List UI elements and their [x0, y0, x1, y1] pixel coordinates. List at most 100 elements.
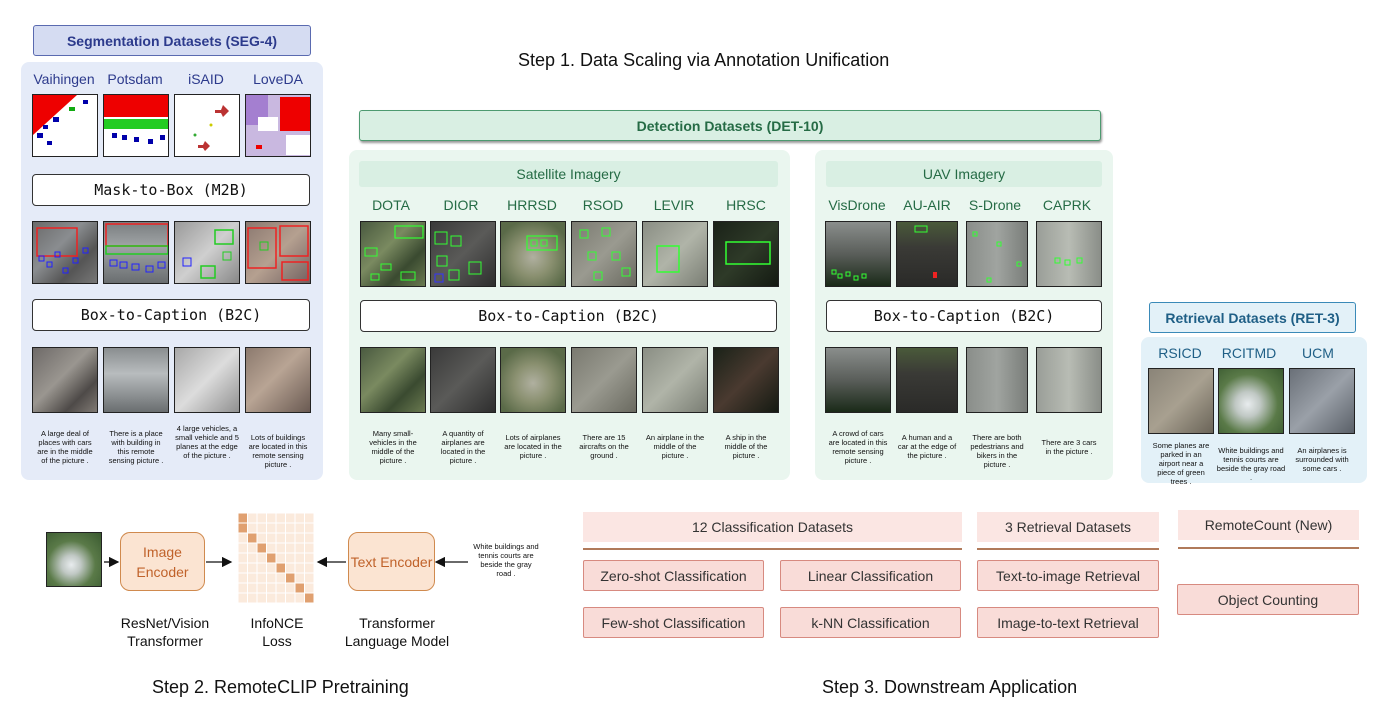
ret-photo-rcitmd: [1218, 368, 1284, 434]
matrix-cell: [257, 573, 266, 583]
matrix-cell: [286, 543, 295, 553]
text-to-image-retrieval: Text-to-image Retrieval: [977, 560, 1159, 591]
matrix-cell: [286, 513, 295, 523]
segmentation-title-text: Segmentation Datasets (SEG-4): [66, 32, 278, 49]
knn-label: k-NN Classification: [811, 614, 930, 631]
mask-to-box-label: Mask-to-Box (M2B): [94, 181, 248, 199]
uav-caption-caprk: There are 3 cars in the picture .: [1041, 438, 1097, 456]
matrix-cell: [238, 553, 247, 563]
zero-shot-label: Zero-shot Classification: [600, 567, 747, 584]
seg-photo-isaid: [174, 347, 240, 413]
sat-caption-hrsc: A ship in the middle of the picture .: [724, 433, 768, 460]
uav-title: UAV Imagery: [826, 161, 1102, 187]
matrix-cell: [257, 553, 266, 563]
matrix-cell: [276, 543, 285, 553]
sat-caption-hrrsd: Lots of airplanes are located in the pic…: [504, 433, 562, 460]
sat-caption-dota: Many small-vehicles in the middle of the…: [369, 429, 417, 465]
sat-photo-dior: [430, 347, 496, 413]
sat-dataset-levir: LEVIR: [653, 197, 695, 213]
matrix-cell: [305, 583, 314, 593]
sat-box-to-caption-step: Box-to-Caption (B2C): [360, 300, 777, 332]
mask-to-box-step: Mask-to-Box (M2B): [32, 174, 310, 206]
matrix-cell: [238, 583, 247, 593]
ret-caption-ucm: An airplanes is surrounded with some car…: [1295, 446, 1349, 473]
image-encoder-subtitle: ResNet/Vision Transformer: [120, 615, 210, 649]
uav-box-caprk: [1036, 221, 1102, 287]
seg-photo-vaihingen: [32, 347, 98, 413]
text-encoder-subtitle: Transformer Language Model: [344, 615, 450, 649]
sat-dataset-dota: DOTA: [372, 197, 410, 213]
image-to-text-retrieval: Image-to-text Retrieval: [977, 607, 1159, 638]
detection-title: Detection Datasets (DET-10): [359, 110, 1101, 141]
ret-photo-rsicd: [1148, 368, 1214, 434]
uav-caption-au-air: A human and a car at the edge of the pic…: [897, 433, 957, 460]
sat-photo-levir: [642, 347, 708, 413]
matrix-cell: [276, 533, 285, 543]
matrix-cell: [286, 593, 295, 603]
few-shot-classification: Few-shot Classification: [583, 607, 764, 638]
matrix-cell: [267, 533, 276, 543]
uav-photo-s-drone: [966, 347, 1028, 413]
matrix-diagonal-cell: [238, 523, 247, 533]
matrix-cell: [276, 553, 285, 563]
sat-box-levir: [642, 221, 708, 287]
sat-photo-hrrsd: [500, 347, 566, 413]
seg-mask-isaid: [174, 94, 240, 157]
matrix-cell: [267, 563, 276, 573]
matrix-cell: [248, 513, 257, 523]
matrix-diagonal-cell: [305, 593, 314, 603]
sat-box-dior: [430, 221, 496, 287]
text-encoder-label: Text Encoder: [350, 553, 433, 570]
matrix-cell: [276, 573, 285, 583]
uav-title-text: UAV Imagery: [922, 166, 1006, 182]
seg-photo-potsdam: [103, 347, 169, 413]
matrix-cell: [276, 583, 285, 593]
image-encoder-label: Image Encoder: [136, 543, 189, 580]
loss-subtitle: InfoNCE Loss: [250, 615, 304, 649]
matrix-cell: [238, 573, 247, 583]
seg-box-potsdam: [103, 221, 169, 284]
matrix-diagonal-cell: [267, 553, 276, 563]
matrix-cell: [257, 593, 266, 603]
linear-label: Linear Classification: [807, 567, 934, 584]
ret-dataset-rcitmd: RCITMD: [1221, 345, 1277, 361]
seg-dataset-vaihingen: Vaihingen: [33, 71, 95, 87]
matrix-cell: [248, 553, 257, 563]
uav-dataset-visdrone: VisDrone: [828, 197, 886, 213]
satellite-title: Satellite Imagery: [359, 161, 778, 187]
matrix-cell: [238, 533, 247, 543]
step2-input-image: [46, 532, 102, 587]
few-shot-label: Few-shot Classification: [601, 614, 746, 631]
ret-dataset-rsicd: RSICD: [1158, 345, 1202, 361]
sat-caption-dior: A quantity of airplanes are located in t…: [440, 429, 486, 465]
uav-caption-visdrone: A crowd of cars are located in this remo…: [828, 429, 888, 465]
classification-divider: [583, 548, 962, 550]
matrix-cell: [295, 513, 304, 523]
matrix-diagonal-cell: [238, 513, 247, 523]
object-counting: Object Counting: [1177, 584, 1359, 615]
seg-dataset-potsdam: Potsdam: [107, 71, 163, 87]
seg-caption-vaihingen: A large deal of places with cars are in …: [37, 429, 93, 465]
uav-photo-au-air: [896, 347, 958, 413]
matrix-cell: [286, 533, 295, 543]
matrix-cell: [267, 513, 276, 523]
matrix-cell: [305, 563, 314, 573]
retrieval-title-text: Retrieval Datasets (RET-3): [1165, 309, 1340, 326]
matrix-cell: [267, 573, 276, 583]
matrix-diagonal-cell: [248, 533, 257, 543]
uav-dataset-caprk: CAPRK: [1042, 197, 1092, 213]
sat-caption-levir: An airplane in the middle of the picture…: [645, 433, 705, 460]
matrix-cell: [257, 533, 266, 543]
uav-box-s-drone: [966, 221, 1028, 287]
seg-photo-loveda: [245, 347, 311, 413]
matrix-diagonal-cell: [286, 573, 295, 583]
matrix-cell: [286, 583, 295, 593]
matrix-cell: [248, 543, 257, 553]
matrix-cell: [286, 563, 295, 573]
image-encoder: Image Encoder: [120, 532, 205, 591]
matrix-cell: [295, 543, 304, 553]
sat-box-dota: [360, 221, 426, 287]
classification-header-label: 12 Classification Datasets: [691, 519, 854, 535]
matrix-cell: [248, 563, 257, 573]
